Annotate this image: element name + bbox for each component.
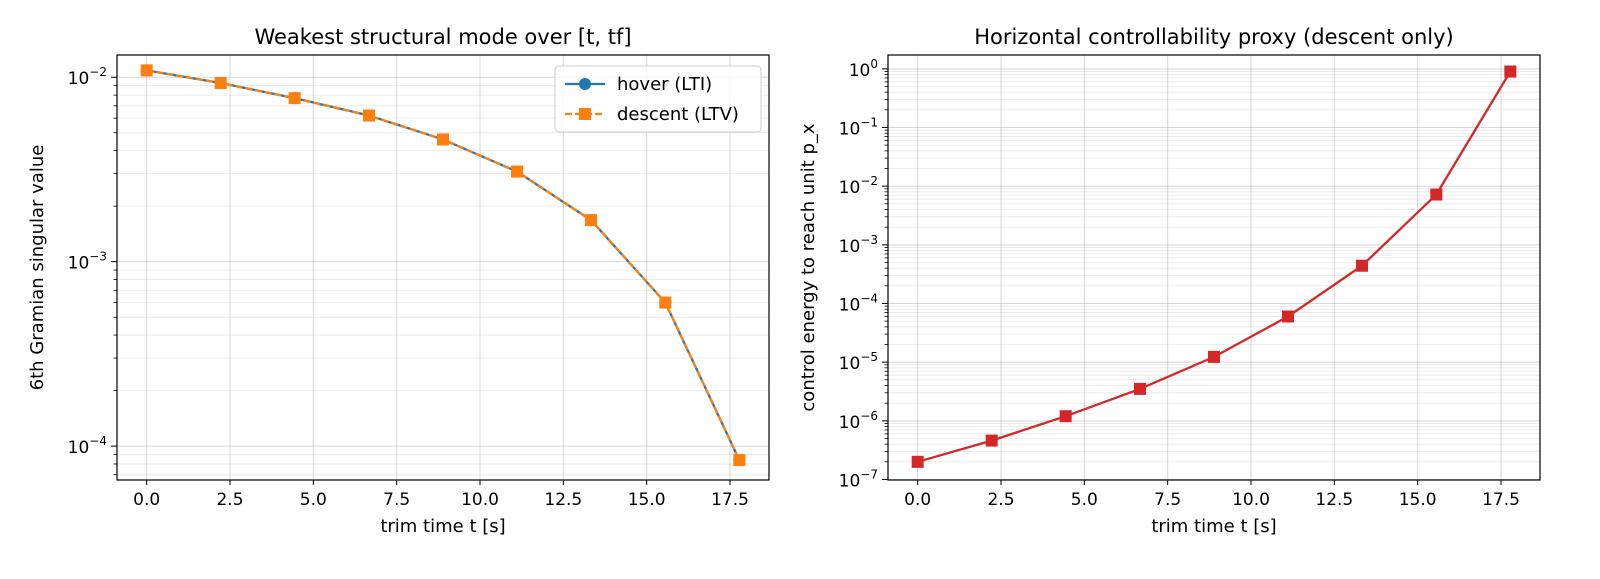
data-point <box>985 434 998 447</box>
legend: hover (LTI) descent (LTV) <box>554 65 762 133</box>
y-tick-exponent: −2 <box>860 174 878 188</box>
y-tick-base: 10 <box>839 354 861 374</box>
chart-title: Weakest structural mode over [t, tf] <box>254 25 631 49</box>
data-point <box>1356 259 1368 272</box>
y-tick-base: 10 <box>849 61 871 81</box>
y-tick-base: 10 <box>839 237 861 257</box>
x-tick-label: 12.5 <box>1315 490 1353 510</box>
data-point <box>288 92 301 105</box>
y-tick-base: 10 <box>839 471 861 491</box>
data-point <box>1208 350 1220 363</box>
data-point <box>659 296 672 309</box>
y-tick-exponent: −1 <box>860 115 878 129</box>
right-chart-panel: 0.0 2.5 5.0 7.5 10.0 12.5 15.0 17.510010−110−21… <box>798 25 1541 537</box>
data-point <box>585 214 597 227</box>
data-point <box>1134 382 1146 395</box>
x-tick-label: 15.0 <box>628 490 666 510</box>
y-tick-exponent: −7 <box>860 467 878 481</box>
x-axis-label: trim time t [s] <box>1151 516 1276 537</box>
y-tick-label: 10−2 <box>839 174 878 198</box>
legend-marker <box>579 108 591 120</box>
data-point <box>1059 410 1072 423</box>
x-axis-label: trim time t [s] <box>380 516 505 537</box>
data-point <box>1430 188 1443 201</box>
y-tick-label: 10−4 <box>839 291 878 315</box>
y-tick-label: 10−3 <box>839 233 878 257</box>
y-tick-base: 10 <box>68 254 90 274</box>
y-tick-exponent: −3 <box>89 250 107 264</box>
y-tick-label: 10−4 <box>68 434 107 458</box>
y-tick-base: 10 <box>839 119 861 139</box>
x-tick-label: 12.5 <box>544 490 582 510</box>
y-tick-exponent: −3 <box>860 233 878 247</box>
axes-frame <box>116 54 770 481</box>
data-point <box>1504 65 1517 78</box>
y-tick-base: 10 <box>839 295 861 315</box>
axes-frame <box>887 54 1541 481</box>
y-tick-exponent: −4 <box>860 291 878 305</box>
y-tick-label: 10−3 <box>68 250 107 274</box>
data-point <box>1282 310 1294 323</box>
y-tick-exponent: −2 <box>89 65 107 79</box>
y-tick-base: 10 <box>839 178 861 198</box>
data-point <box>511 165 523 178</box>
x-tick-label: 17.5 <box>711 490 749 510</box>
left-chart-panel: 0.0 2.5 5.0 7.5 10.0 12.5 15.0 17.510−210−310−4… <box>27 25 770 537</box>
x-tick-label: 2.5 <box>216 490 243 510</box>
data-point <box>733 454 746 467</box>
legend-label: hover (LTI) <box>617 74 712 95</box>
x-tick-label: 5.0 <box>1071 490 1098 510</box>
chart-title: Horizontal controllability proxy (descen… <box>974 25 1453 49</box>
y-tick-label: 100 <box>849 57 878 81</box>
y-tick-base: 10 <box>68 438 90 458</box>
x-tick-label: 15.0 <box>1399 490 1437 510</box>
y-tick-exponent: −5 <box>860 350 878 364</box>
y-axis-label: control energy to reach unit p_x <box>798 123 819 412</box>
y-tick-exponent: −6 <box>860 409 878 423</box>
series-1 <box>140 64 746 467</box>
y-axis-label: 6th Gramian singular value <box>27 145 48 391</box>
x-tick-label: 0.0 <box>133 490 160 510</box>
y-tick-label: 10−2 <box>68 65 107 89</box>
data-point <box>437 133 449 146</box>
legend-label: descent (LTV) <box>617 104 739 125</box>
x-tick-label: 7.5 <box>383 490 410 510</box>
y-tick-label: 10−1 <box>839 115 878 139</box>
y-tick-exponent: 0 <box>870 57 878 71</box>
data-point <box>911 455 924 468</box>
x-tick-label: 7.5 <box>1154 490 1181 510</box>
x-tick-label: 5.0 <box>300 490 327 510</box>
y-tick-base: 10 <box>839 413 861 433</box>
x-tick-label: 2.5 <box>987 490 1014 510</box>
y-tick-label: 10−5 <box>839 350 878 374</box>
x-tick-label: 10.0 <box>1232 490 1270 510</box>
data-point <box>140 64 153 77</box>
x-tick-label: 0.0 <box>904 490 931 510</box>
series-0 <box>911 65 1517 468</box>
y-tick-label: 10−7 <box>839 467 878 491</box>
y-tick-base: 10 <box>68 69 90 89</box>
legend-box <box>554 65 762 133</box>
gridlines <box>888 55 1540 480</box>
y-tick-label: 10−6 <box>839 409 878 433</box>
data-point <box>363 109 375 122</box>
data-point <box>214 77 227 90</box>
x-tick-label: 10.0 <box>461 490 499 510</box>
y-tick-exponent: −4 <box>89 434 107 448</box>
legend-marker <box>579 78 591 90</box>
x-tick-label: 17.5 <box>1482 490 1520 510</box>
